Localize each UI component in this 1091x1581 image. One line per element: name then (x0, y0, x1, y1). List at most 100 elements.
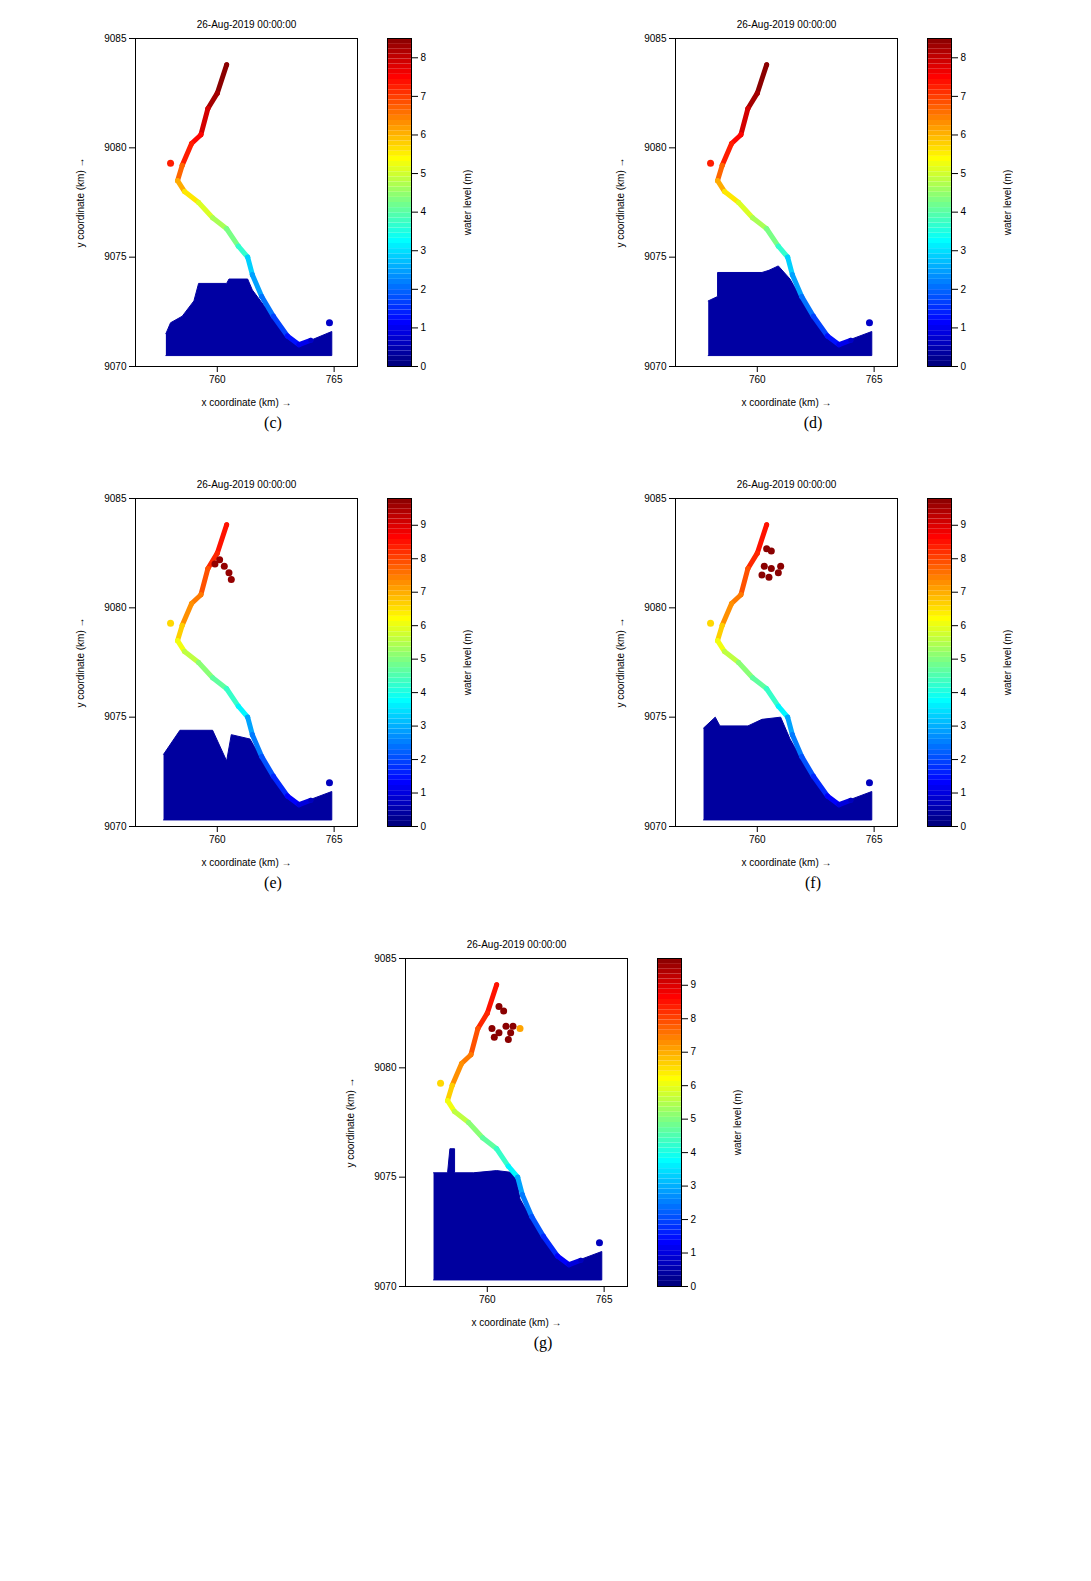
svg-text:6: 6 (691, 1080, 697, 1091)
svg-text:765: 765 (596, 1294, 613, 1305)
svg-text:9075: 9075 (644, 711, 667, 722)
svg-text:9075: 9075 (104, 711, 127, 722)
svg-text:6: 6 (961, 129, 967, 140)
html-text:(d): (d) (803, 414, 823, 431)
svg-text:4: 4 (691, 1147, 697, 1158)
svg-text:9080: 9080 (644, 142, 667, 153)
svg-text:0: 0 (961, 821, 967, 832)
svg-text:y coordinate (km) →: y coordinate (km) → (615, 157, 626, 247)
svg-text:8: 8 (961, 553, 967, 564)
svg-text:26-Aug-2019 00:00:00: 26-Aug-2019 00:00:00 (737, 479, 837, 490)
svg-text:760: 760 (749, 374, 766, 385)
svg-text:26-Aug-2019 00:00:00: 26-Aug-2019 00:00:00 (197, 479, 297, 490)
svg-text:0: 0 (421, 361, 427, 372)
svg-text:2: 2 (691, 1214, 697, 1225)
svg-text:9085: 9085 (644, 33, 667, 44)
svg-text:3: 3 (691, 1180, 697, 1191)
svg-text:y coordinate (km) →: y coordinate (km) → (345, 1077, 356, 1167)
svg-text:9080: 9080 (644, 602, 667, 613)
svg-text:3: 3 (421, 720, 427, 731)
svg-text:9085: 9085 (644, 493, 667, 504)
svg-text:1: 1 (421, 322, 427, 333)
svg-text:760: 760 (209, 374, 226, 385)
svg-text:y coordinate (km) →: y coordinate (km) → (615, 617, 626, 707)
svg-text:5: 5 (421, 653, 427, 664)
svg-text:9070: 9070 (374, 1281, 397, 1292)
svg-text:water level (m): water level (m) (1002, 630, 1013, 697)
svg-text:8: 8 (421, 553, 427, 564)
svg-text:4: 4 (421, 206, 427, 217)
svg-text:x coordinate (km) →: x coordinate (km) → (741, 397, 831, 408)
svg-text:9085: 9085 (374, 953, 397, 964)
svg-text:9075: 9075 (104, 251, 127, 262)
svg-text:9070: 9070 (104, 361, 127, 372)
svg-text:765: 765 (866, 834, 883, 845)
svg-text:x coordinate (km) →: x coordinate (km) → (741, 857, 831, 868)
svg-text:1: 1 (421, 787, 427, 798)
svg-text:26-Aug-2019 00:00:00: 26-Aug-2019 00:00:00 (737, 19, 837, 30)
svg-text:9080: 9080 (104, 602, 127, 613)
svg-text:6: 6 (421, 129, 427, 140)
svg-text:9: 9 (421, 519, 427, 530)
svg-text:x coordinate (km) →: x coordinate (km) → (201, 857, 291, 868)
svg-text:7: 7 (421, 91, 427, 102)
svg-text:765: 765 (866, 374, 883, 385)
svg-text:x coordinate (km) →: x coordinate (km) → (471, 1317, 561, 1328)
svg-text:water level (m): water level (m) (462, 170, 473, 237)
svg-text:9070: 9070 (104, 821, 127, 832)
svg-text:y coordinate (km) →: y coordinate (km) → (75, 617, 86, 707)
svg-text:9: 9 (691, 979, 697, 990)
svg-text:y coordinate (km) →: y coordinate (km) → (75, 157, 86, 247)
svg-text:water level (m): water level (m) (1002, 170, 1013, 237)
svg-text:x coordinate (km) →: x coordinate (km) → (201, 397, 291, 408)
svg-text:9070: 9070 (644, 821, 667, 832)
svg-text:9075: 9075 (374, 1171, 397, 1182)
svg-text:26-Aug-2019 00:00:00: 26-Aug-2019 00:00:00 (467, 939, 567, 950)
svg-text:765: 765 (326, 374, 343, 385)
svg-text:1: 1 (961, 322, 967, 333)
svg-text:6: 6 (421, 620, 427, 631)
svg-text:5: 5 (961, 168, 967, 179)
svg-text:4: 4 (961, 206, 967, 217)
svg-text:4: 4 (961, 687, 967, 698)
svg-text:9075: 9075 (644, 251, 667, 262)
svg-text:2: 2 (421, 754, 427, 765)
svg-text:4: 4 (421, 687, 427, 698)
svg-text:760: 760 (209, 834, 226, 845)
svg-text:8: 8 (421, 52, 427, 63)
svg-text:7: 7 (961, 91, 967, 102)
svg-text:9080: 9080 (374, 1062, 397, 1073)
svg-text:8: 8 (691, 1013, 697, 1024)
svg-text:8: 8 (961, 52, 967, 63)
svg-text:9080: 9080 (104, 142, 127, 153)
svg-text:7: 7 (691, 1046, 697, 1057)
html-text:(c): (c) (264, 414, 282, 431)
svg-text:5: 5 (691, 1113, 697, 1124)
svg-text:9070: 9070 (644, 361, 667, 372)
svg-text:3: 3 (961, 720, 967, 731)
svg-text:0: 0 (421, 821, 427, 832)
svg-text:760: 760 (479, 1294, 496, 1305)
svg-text:7: 7 (961, 586, 967, 597)
svg-text:3: 3 (961, 245, 967, 256)
svg-text:9: 9 (961, 519, 967, 530)
svg-text:9085: 9085 (104, 33, 127, 44)
svg-text:3: 3 (421, 245, 427, 256)
svg-text:0: 0 (691, 1281, 697, 1292)
svg-text:760: 760 (749, 834, 766, 845)
svg-text:water level (m): water level (m) (732, 1090, 743, 1157)
svg-text:5: 5 (421, 168, 427, 179)
svg-text:6: 6 (961, 620, 967, 631)
svg-text:5: 5 (961, 653, 967, 664)
svg-text:2: 2 (961, 284, 967, 295)
svg-text:2: 2 (421, 284, 427, 295)
svg-text:26-Aug-2019 00:00:00: 26-Aug-2019 00:00:00 (197, 19, 297, 30)
svg-text:9085: 9085 (104, 493, 127, 504)
svg-text:1: 1 (961, 787, 967, 798)
svg-text:2: 2 (961, 754, 967, 765)
svg-text:1: 1 (691, 1247, 697, 1258)
svg-text:water level (m): water level (m) (462, 630, 473, 697)
svg-text:7: 7 (421, 586, 427, 597)
svg-text:0: 0 (961, 361, 967, 372)
svg-text:765: 765 (326, 834, 343, 845)
